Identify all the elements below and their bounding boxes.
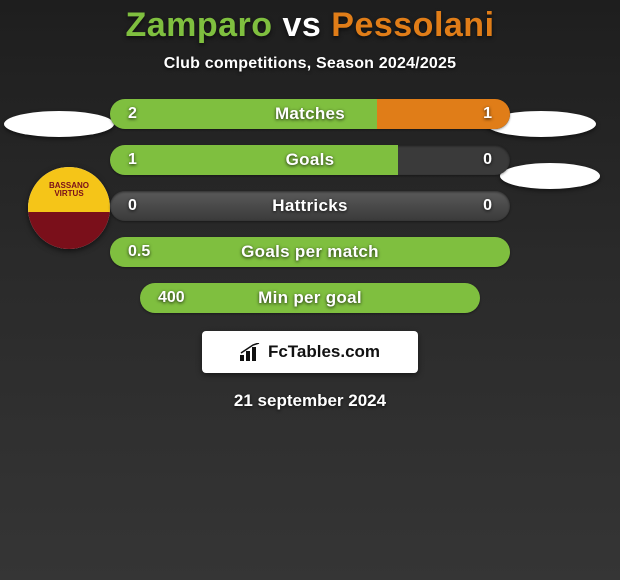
bar-label: Hattricks: [110, 191, 510, 221]
bar-value-left: 0.5: [128, 237, 150, 267]
bar-value-right: 0: [472, 191, 492, 221]
bar-row: Min per goal400: [0, 283, 620, 313]
bar-row: Goals1 0: [0, 145, 620, 175]
date-text: 21 september 2024: [0, 391, 620, 411]
bar-value-left: 1: [128, 145, 137, 175]
bar-chart-icon: [240, 343, 262, 361]
subtitle: Club competitions, Season 2024/2025: [0, 55, 620, 73]
bar-label: Min per goal: [140, 283, 480, 313]
bar-value-left: 400: [158, 283, 185, 313]
brand-pill[interactable]: FcTables.com: [202, 331, 418, 373]
vs-text: vs: [283, 6, 322, 44]
comparison-arena: BASSANO VIRTUS Matches21Goals10Hattricks…: [0, 99, 620, 411]
bar-value-left: 0: [128, 191, 137, 221]
bar-value-right: 0: [472, 145, 492, 175]
bar-row: Hattricks0 0: [0, 191, 620, 221]
bars-container: Matches21Goals10Hattricks00Goals per mat…: [0, 99, 620, 313]
bar-label: Matches: [110, 99, 510, 129]
bar-value-left: 2: [128, 99, 137, 129]
bar-label: Goals per match: [110, 237, 510, 267]
bar-value-right: 1: [472, 99, 492, 129]
player2-name: Pessolani: [331, 6, 494, 44]
bar-row: Goals per match0.5: [0, 237, 620, 267]
brand-text: FcTables.com: [268, 342, 380, 362]
bar-label: Goals: [110, 145, 510, 175]
player1-name: Zamparo: [125, 6, 272, 44]
bar-row: Matches2 1: [0, 99, 620, 129]
page-title: Zamparo vs Pessolani: [0, 6, 620, 45]
